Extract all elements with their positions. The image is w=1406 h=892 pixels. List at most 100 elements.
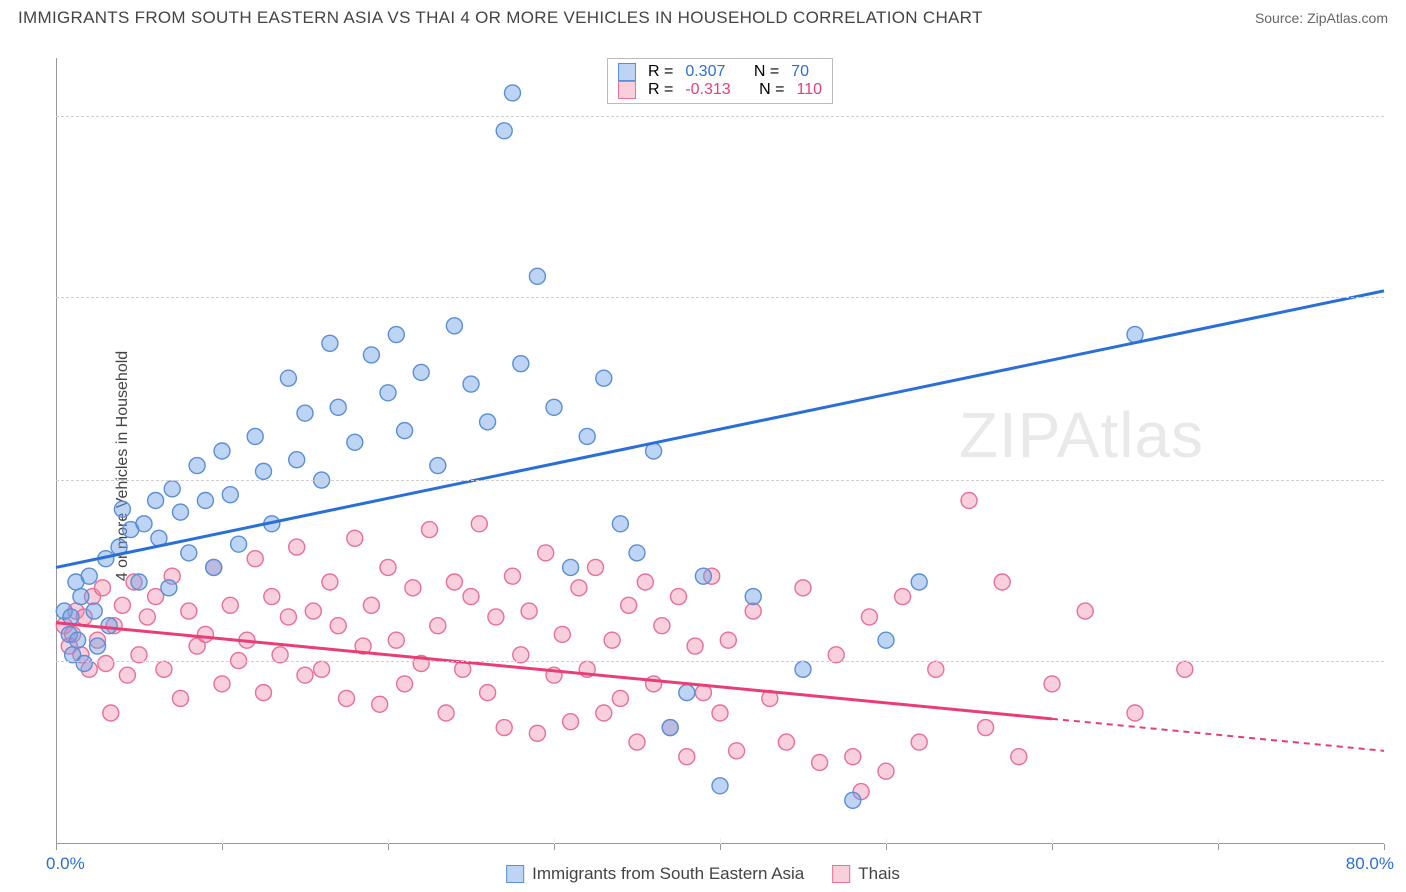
x-tick bbox=[1052, 844, 1053, 850]
scatter-point-b bbox=[928, 661, 944, 677]
scatter-point-b bbox=[256, 685, 272, 701]
plot-svg bbox=[56, 58, 1384, 844]
stats-row-a: R = 0.307 N = 70 bbox=[618, 63, 822, 81]
scatter-point-b bbox=[173, 690, 189, 706]
scatter-point-b bbox=[554, 626, 570, 642]
scatter-point-b bbox=[978, 720, 994, 736]
gridline-h bbox=[56, 297, 1384, 298]
scatter-point-b bbox=[505, 568, 521, 584]
scatter-point-a bbox=[612, 516, 628, 532]
scatter-point-a bbox=[463, 376, 479, 392]
chart-container: 4 or more Vehicles in Household ZIPAtlas… bbox=[0, 40, 1406, 892]
scatter-point-b bbox=[305, 603, 321, 619]
n-label: N = bbox=[754, 63, 779, 81]
n-value-a: 70 bbox=[791, 63, 809, 81]
scatter-point-b bbox=[339, 690, 355, 706]
scatter-point-a bbox=[579, 428, 595, 444]
scatter-point-b bbox=[297, 667, 313, 683]
scatter-point-a bbox=[136, 516, 152, 532]
stats-row-b: R = -0.313 N = 110 bbox=[618, 81, 822, 99]
scatter-point-b bbox=[1011, 749, 1027, 765]
swatch-series-a bbox=[506, 865, 524, 883]
scatter-point-a bbox=[289, 452, 305, 468]
scatter-point-b bbox=[430, 618, 446, 634]
scatter-point-b bbox=[222, 597, 238, 613]
x-tick bbox=[1384, 844, 1385, 850]
scatter-point-b bbox=[280, 609, 296, 625]
scatter-point-b bbox=[314, 661, 330, 677]
scatter-point-b bbox=[94, 580, 110, 596]
scatter-point-b bbox=[795, 580, 811, 596]
stats-legend: R = 0.307 N = 70 R = -0.313 N = 110 bbox=[607, 58, 833, 104]
scatter-point-b bbox=[845, 749, 861, 765]
scatter-point-b bbox=[264, 589, 280, 605]
scatter-point-a bbox=[206, 559, 222, 575]
scatter-point-a bbox=[529, 268, 545, 284]
scatter-point-a bbox=[388, 327, 404, 343]
scatter-point-a bbox=[330, 399, 346, 415]
scatter-point-b bbox=[247, 551, 263, 567]
scatter-point-b bbox=[720, 632, 736, 648]
scatter-point-a bbox=[173, 504, 189, 520]
scatter-point-a bbox=[380, 385, 396, 401]
scatter-point-b bbox=[778, 734, 794, 750]
scatter-point-a bbox=[845, 792, 861, 808]
scatter-point-a bbox=[413, 364, 429, 380]
scatter-point-a bbox=[256, 463, 272, 479]
scatter-point-b bbox=[621, 597, 637, 613]
scatter-point-a bbox=[161, 580, 177, 596]
scatter-point-a bbox=[222, 487, 238, 503]
scatter-point-a bbox=[446, 318, 462, 334]
scatter-point-a bbox=[214, 443, 230, 459]
scatter-point-a bbox=[712, 778, 728, 794]
scatter-point-b bbox=[322, 574, 338, 590]
scatter-point-b bbox=[571, 580, 587, 596]
x-tick bbox=[388, 844, 389, 850]
scatter-point-b bbox=[1127, 705, 1143, 721]
scatter-point-b bbox=[712, 705, 728, 721]
scatter-point-a bbox=[795, 661, 811, 677]
scatter-point-a bbox=[679, 685, 695, 701]
scatter-point-a bbox=[322, 335, 338, 351]
n-value-b: 110 bbox=[797, 81, 823, 99]
scatter-point-a bbox=[563, 559, 579, 575]
r-label: R = bbox=[648, 63, 673, 81]
y-tick-label: 25.0% bbox=[1396, 107, 1406, 125]
scatter-point-a bbox=[546, 399, 562, 415]
scatter-point-b bbox=[496, 720, 512, 736]
scatter-point-b bbox=[994, 574, 1010, 590]
gridline-h bbox=[56, 480, 1384, 481]
scatter-point-a bbox=[695, 568, 711, 584]
scatter-point-b bbox=[446, 574, 462, 590]
scatter-point-b bbox=[604, 632, 620, 648]
scatter-point-b bbox=[1044, 676, 1060, 692]
scatter-point-a bbox=[280, 370, 296, 386]
scatter-point-b bbox=[646, 676, 662, 692]
scatter-point-b bbox=[637, 574, 653, 590]
scatter-point-a bbox=[745, 589, 761, 605]
source-label: Source: ZipAtlas.com bbox=[1255, 10, 1388, 26]
scatter-point-a bbox=[505, 85, 521, 101]
scatter-point-a bbox=[911, 574, 927, 590]
scatter-point-a bbox=[231, 536, 247, 552]
scatter-point-a bbox=[164, 481, 180, 497]
scatter-point-b bbox=[480, 685, 496, 701]
scatter-point-b bbox=[405, 580, 421, 596]
scatter-point-b bbox=[812, 754, 828, 770]
n-label: N = bbox=[759, 81, 784, 99]
scatter-point-a bbox=[662, 720, 678, 736]
scatter-point-b bbox=[961, 492, 977, 508]
scatter-point-b bbox=[538, 545, 554, 561]
swatch-series-b bbox=[832, 865, 850, 883]
scatter-point-b bbox=[861, 609, 877, 625]
legend-item-b: Thais bbox=[832, 864, 900, 884]
scatter-point-a bbox=[76, 656, 92, 672]
r-value-b: -0.313 bbox=[685, 81, 730, 99]
scatter-point-b bbox=[463, 589, 479, 605]
scatter-point-b bbox=[197, 626, 213, 642]
scatter-point-a bbox=[596, 370, 612, 386]
scatter-point-b bbox=[1177, 661, 1193, 677]
scatter-point-b bbox=[347, 530, 363, 546]
y-tick-label: 18.8% bbox=[1396, 288, 1406, 306]
scatter-point-a bbox=[131, 574, 147, 590]
